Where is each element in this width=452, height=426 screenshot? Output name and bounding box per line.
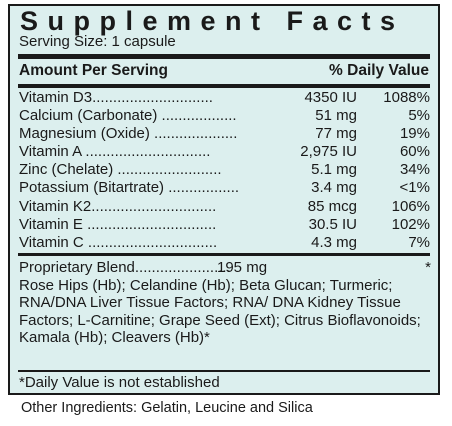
nutrient-row: Vitamin E ..............................… (19, 216, 430, 234)
nutrient-name: Vitamin D3............................. (19, 89, 213, 106)
nutrient-name: Calcium (Carbonate) .................. (19, 107, 237, 125)
blend-divider (18, 253, 430, 256)
nutrient-name: Vitamin A .............................. (19, 143, 211, 161)
nutrient-amount: 4.3 mg (311, 233, 357, 251)
nutrient-amount: 2,975 IU (300, 143, 357, 161)
daily-value-footnote: *Daily Value is not established (19, 374, 220, 391)
nutrient-row: Vitamin C ..............................… (19, 234, 430, 252)
nutrient-row: Calcium (Carbonate) .................. 5… (19, 107, 430, 125)
daily-value-header: % Daily Value (329, 62, 429, 79)
serving-size: Serving Size: 1 capsule (19, 33, 176, 50)
nutrient-daily-value: 5% (408, 107, 430, 125)
nutrient-name: Magnesium (Oxide) .................... (19, 125, 238, 143)
nutrient-row: Zinc (Chelate) .........................… (19, 161, 430, 179)
nutrient-name: Vitamin K2.............................. (19, 197, 217, 215)
nutrient-amount: 51 mg (315, 107, 357, 125)
proprietary-blend: Proprietary Blend.......................… (19, 259, 431, 347)
blend-header: Proprietary Blend.......................… (19, 259, 431, 277)
amount-per-serving-header: Amount Per Serving (19, 62, 168, 79)
nutrient-daily-value: 34% (399, 161, 430, 179)
blend-amount: 195 mg (217, 259, 268, 276)
nutrient-name: Vitamin C ..............................… (19, 233, 218, 251)
nutrient-row: Magnesium (Oxide) .................... 7… (19, 125, 430, 143)
nutrient-row: Vitamin D3............................. … (19, 89, 430, 107)
nutrient-name: Potassium (Bitartrate) ................. (19, 179, 240, 197)
nutrient-amount: 5.1 mg (311, 161, 357, 179)
other-ingredients: Other Ingredients: Gelatin, Leucine and … (21, 400, 313, 416)
blend-label: Proprietary Blend....................... (19, 259, 231, 276)
nutrient-daily-value: 1088% (383, 89, 430, 106)
blend-ingredients: Rose Hips (Hb); Celandine (Hb); Beta Glu… (19, 276, 421, 347)
thick-divider (18, 54, 430, 59)
header-divider (18, 84, 430, 88)
nutrient-daily-value: <1% (399, 179, 430, 197)
footnote-divider (18, 370, 430, 372)
nutrient-amount: 4350 IU (304, 89, 357, 106)
nutrient-daily-value: 19% (399, 125, 430, 143)
nutrient-row: Vitamin A ..............................… (19, 143, 430, 161)
nutrient-daily-value: 7% (408, 233, 430, 251)
nutrient-amount: 77 mg (315, 125, 357, 143)
nutrient-name: Vitamin E ..............................… (19, 215, 217, 233)
nutrient-amount: 30.5 IU (308, 215, 357, 233)
nutrient-row: Potassium (Bitartrate) .................… (19, 179, 430, 197)
panel-title: Supplement Facts (20, 6, 405, 36)
nutrient-list: Vitamin D3............................. … (19, 89, 430, 252)
nutrient-amount: 85 mcg (307, 197, 357, 215)
nutrient-row: Vitamin K2..............................… (19, 198, 430, 216)
nutrient-name: Zinc (Chelate) ......................... (19, 161, 222, 179)
nutrient-amount: 3.4 mg (311, 179, 357, 197)
nutrient-daily-value: 102% (391, 215, 430, 233)
nutrient-daily-value: 60% (399, 143, 430, 161)
nutrient-daily-value: 106% (391, 197, 430, 215)
supplement-facts-panel: Supplement Facts Serving Size: 1 capsule… (8, 4, 440, 395)
blend-dv-star: * (425, 259, 431, 276)
